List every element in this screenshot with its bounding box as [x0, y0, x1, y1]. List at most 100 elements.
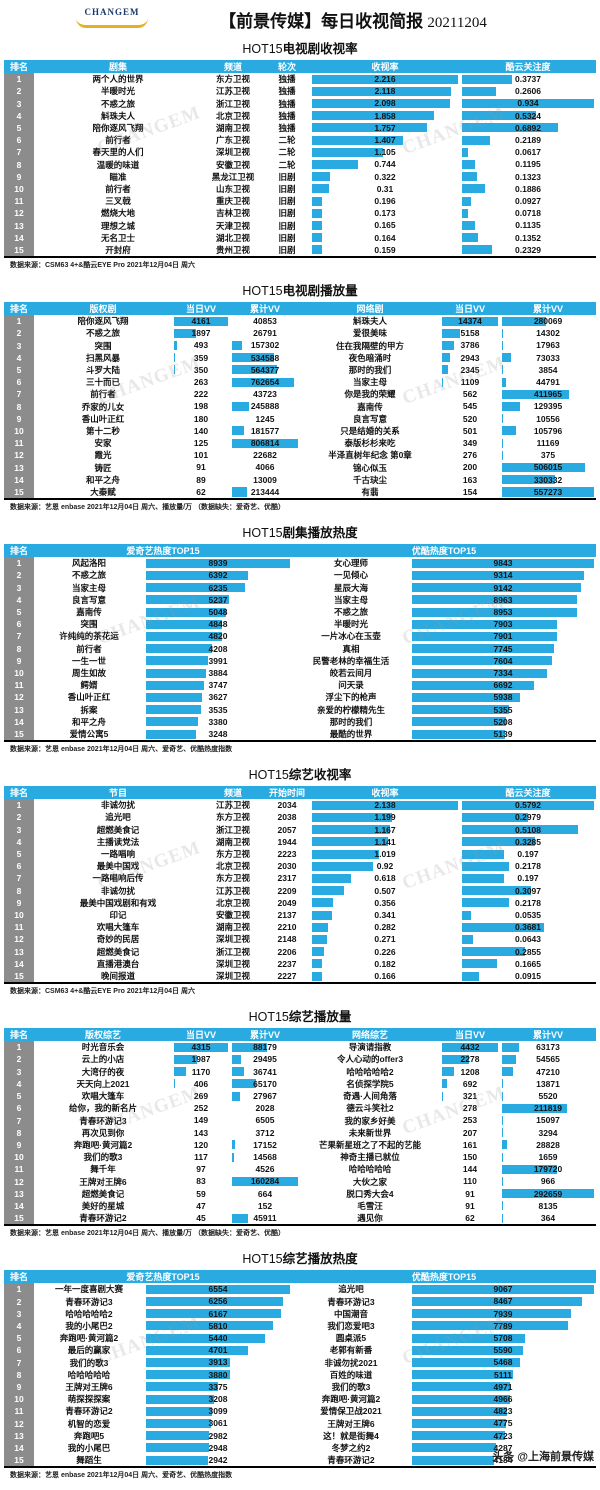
rank-value: 5 — [4, 122, 34, 134]
bar-cell: 198 — [172, 400, 230, 412]
right-title: 青春环游记2 — [292, 1454, 410, 1466]
round-or-time: 1944 — [264, 836, 310, 848]
rank-value: 11 — [4, 437, 34, 449]
cell-value: 0.507 — [310, 885, 460, 897]
source-note: 数据来源：CSM63 4+&酷云EYE Pro 2021年12月04日 周六 — [4, 983, 596, 1002]
left-title: 陪你逐风飞翔 — [34, 315, 172, 327]
bar-cell: 0.1135 — [460, 219, 596, 231]
bar-cell: 2943 — [440, 352, 500, 364]
cell-value: 1659 — [500, 1151, 596, 1163]
channel-name: 东方卫视 — [202, 872, 264, 884]
cell-value: 15097 — [500, 1114, 596, 1126]
cell-value: 692 — [440, 1078, 500, 1090]
cell-value: 966 — [500, 1175, 596, 1187]
cell-value: 406 — [172, 1078, 230, 1090]
cell-value: 1.167 — [310, 824, 460, 836]
bar-cell: 7901 — [410, 630, 596, 642]
bar-cell: 54565 — [500, 1053, 596, 1065]
rank-value: 11 — [4, 1163, 34, 1175]
col-rank: 排名 — [4, 1270, 34, 1283]
right-title: 名侦探学院5 — [300, 1078, 440, 1090]
right-title: 爱情保卫战2021 — [292, 1405, 410, 1417]
bar-cell: 520 — [440, 413, 500, 425]
bar-cell: 120 — [172, 1139, 230, 1151]
cell-value: 0.2606 — [460, 85, 596, 97]
right-title: 那时的我们 — [300, 364, 440, 376]
rank-value: 9 — [4, 171, 34, 183]
cell-value: 5520 — [500, 1090, 596, 1102]
footer-attribution: 头条 @上海前景传媒 — [492, 1448, 594, 1464]
rank-value: 2 — [4, 1295, 34, 1307]
program-name: 斛珠夫人 — [34, 110, 202, 122]
cell-value: 3880 — [144, 1369, 292, 1381]
cell-value: 1.141 — [310, 836, 460, 848]
bar-cell: 3880 — [144, 1369, 292, 1381]
program-name: 开封府 — [34, 244, 202, 256]
cell-value: 263 — [172, 376, 230, 388]
bar-cell: 10556 — [500, 413, 596, 425]
cell-value: 2948 — [144, 1442, 292, 1454]
bar-cell: 14374 — [440, 315, 500, 327]
right-title: 遇见你 — [300, 1212, 440, 1224]
right-title: 大伙之家 — [300, 1175, 440, 1187]
bar-cell: 375 — [500, 449, 596, 461]
bar-cell: 5048 — [144, 606, 292, 618]
rank-value: 8 — [4, 158, 34, 170]
cell-value: 0.5792 — [460, 799, 596, 811]
channel-name: 北京卫视 — [202, 860, 264, 872]
left-title: 王牌对王牌6 — [34, 1175, 172, 1187]
right-title: 哈哈哈哈哈2 — [300, 1066, 440, 1078]
bar-cell: 62 — [440, 1212, 500, 1224]
left-title: 一年一度喜剧大赛 — [34, 1283, 144, 1295]
bar-cell: 0.6892 — [460, 122, 596, 134]
cell-value: 6554 — [144, 1283, 292, 1295]
bar-cell: 6392 — [144, 569, 292, 581]
bar-cell: 0.164 — [310, 232, 460, 244]
cell-value: 493 — [172, 339, 230, 351]
page-title: 【前景传媒】每日收视简报 20211204 — [156, 7, 550, 32]
cell-value: 4966 — [410, 1393, 596, 1405]
round-or-time: 2237 — [264, 958, 310, 970]
cell-value: 1987 — [172, 1053, 230, 1065]
rank-value: 9 — [4, 897, 34, 909]
cell-value: 65170 — [230, 1078, 300, 1090]
rank-value: 12 — [4, 449, 34, 461]
bar-cell: 4723 — [410, 1430, 596, 1442]
rank-value: 1 — [4, 1283, 34, 1295]
cell-value: 160284 — [230, 1175, 300, 1187]
cell-value: 144 — [440, 1163, 500, 1175]
cell-value: 181577 — [230, 425, 300, 437]
channel-name: 深圳卫视 — [202, 958, 264, 970]
cell-value: 245888 — [230, 400, 300, 412]
bar-cell: 91 — [440, 1188, 500, 1200]
rank-value: 12 — [4, 1175, 34, 1187]
bar-cell: 5708 — [410, 1332, 596, 1344]
col-channel: 频道 — [202, 786, 264, 799]
bar-cell: 6554 — [144, 1283, 292, 1295]
rank-value: 8 — [4, 1369, 34, 1381]
bar-cell: 0.2979 — [460, 811, 596, 823]
cell-value: 152 — [230, 1200, 300, 1212]
bar-cell: 125 — [172, 437, 230, 449]
